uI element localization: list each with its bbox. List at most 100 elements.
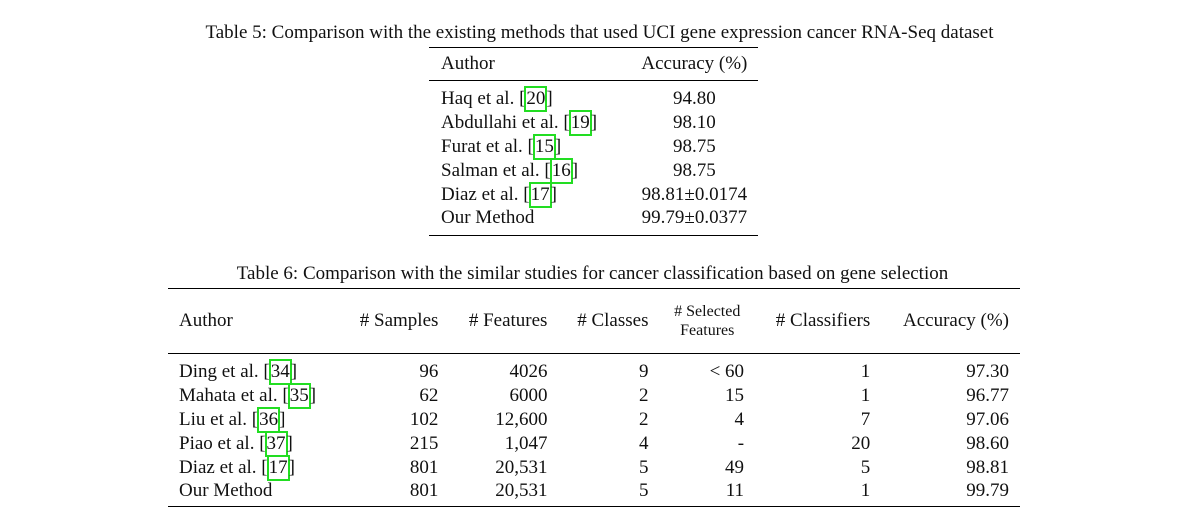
author-cell: Haq et al. [20] (429, 81, 631, 112)
accuracy-cell: 98.75 (672, 136, 716, 157)
classes-cell: 4 (638, 433, 649, 454)
author-name: Mahata et al. [ (179, 385, 289, 406)
cite-bracket: ] (550, 184, 557, 205)
author-cell: Ding et al. [34] (168, 354, 340, 385)
citation-link[interactable]: 15 (532, 134, 556, 160)
citation-link[interactable]: 37 (264, 431, 288, 457)
citation-link[interactable]: 34 (268, 359, 292, 385)
classes-cell: 5 (638, 457, 649, 478)
author-name: Diaz et al. [ (441, 184, 530, 205)
selected-cell: 11 (725, 480, 745, 502)
accuracy-cell: 94.80 (672, 88, 716, 109)
classifiers-cell: 7 (860, 409, 871, 430)
citation-link[interactable]: 17 (528, 182, 552, 208)
author-name: Diaz et al. [ (179, 457, 268, 478)
author-name: Haq et al. [ (441, 88, 526, 109)
table-row: Liu et al. [36] 102 12,600 2 4 7 97.06 (168, 407, 1020, 433)
table-row: Salman et al. [16] 98.75 (429, 158, 758, 184)
table6-header-accuracy: Accuracy (%) (881, 288, 1020, 354)
author-cell: Piao et al. [37] (168, 431, 340, 457)
samples-cell: 215 (409, 433, 439, 454)
table6-header-classes: # Classes (558, 288, 660, 354)
cite-bracket: ] (571, 160, 579, 181)
classifiers-cell: 1 (860, 385, 871, 406)
author-name: Furat et al. [ (441, 136, 534, 157)
classes-cell: 9 (638, 361, 649, 382)
author-cell: Mahata et al. [35] (168, 383, 340, 409)
selected-cell: 15 (725, 385, 745, 406)
accuracy-cell: 99.79 (966, 480, 1009, 502)
author-cell: Salman et al. [16] (429, 158, 631, 184)
classes-cell: 2 (638, 385, 649, 406)
table-row: Ding et al. [34] 96 4026 9 < 60 1 97.30 (168, 354, 1020, 385)
cite-bracket: ] (286, 433, 293, 454)
author-name: Our Method (179, 480, 273, 502)
selected-cell: < 60 (709, 361, 745, 382)
citation-link[interactable]: 19 (568, 110, 592, 136)
header-line-1: # Selected (674, 303, 741, 320)
accuracy-cell: 98.60 (966, 433, 1009, 454)
features-cell: 1,047 (504, 433, 548, 454)
cite-bracket: ] (279, 409, 286, 430)
accuracy-cell: 98.75 (672, 160, 716, 181)
samples-cell: 96 (419, 361, 439, 382)
features-cell: 6000 (509, 385, 548, 406)
table6-caption: Table 6: Comparison with the similar stu… (236, 263, 949, 284)
accuracy-cell: 98.10 (672, 112, 716, 133)
author-cell: Our Method (168, 480, 340, 507)
table6-header-author: Author (168, 288, 341, 354)
table5-header-row: Author Accuracy (%) (429, 47, 758, 81)
classes-cell: 5 (638, 480, 649, 502)
author-name: Ding et al. [ (179, 361, 270, 382)
author-cell: Liu et al. [36] (168, 407, 340, 433)
author-name: Abdullahi et al. [ (441, 112, 570, 133)
citation-link[interactable]: 35 (287, 383, 311, 409)
table6: Author # Samples # Features # Classes # … (168, 288, 1020, 508)
samples-cell: 62 (419, 385, 439, 406)
citation-link[interactable]: 17 (266, 455, 290, 481)
cite-bracket: ] (309, 385, 317, 406)
table-row: Abdullahi et al. [19] 98.10 (429, 110, 758, 136)
table-row: Piao et al. [37] 215 1,047 4 - 20 98.60 (168, 431, 1020, 457)
table-row: Haq et al. [20] 94.80 (429, 81, 758, 112)
table-row: Diaz et al. [17] 801 20,531 5 49 5 98.81 (168, 455, 1020, 481)
accuracy-cell: 98.81 (966, 457, 1009, 478)
selected-cell: 4 (734, 409, 745, 430)
classifiers-cell: 5 (860, 457, 871, 478)
cite-bracket: ] (290, 361, 298, 382)
cite-bracket: ] (546, 88, 553, 109)
accuracy-cell: 98.81±0.0174 (641, 184, 748, 205)
cite-bracket: ] (554, 136, 562, 157)
features-cell: 20,531 (495, 457, 548, 478)
table5-header-author: Author (429, 47, 631, 81)
table5-header-accuracy: Accuracy (%) (630, 47, 758, 81)
citation-link[interactable]: 36 (257, 407, 281, 433)
features-cell: 12,600 (495, 409, 548, 430)
author-name: Salman et al. [ (441, 160, 551, 181)
author-name: Our Method (441, 207, 535, 229)
table6-header-features: # Features (449, 288, 559, 354)
samples-cell: 102 (409, 409, 439, 430)
author-name: Piao et al. [ (179, 433, 266, 454)
accuracy-cell: 99.79±0.0377 (641, 207, 748, 229)
citation-link[interactable]: 16 (549, 158, 573, 184)
classifiers-cell: 1 (860, 361, 871, 382)
classes-cell: 2 (638, 409, 649, 430)
table6-header-classifiers: # Classifiers (755, 288, 882, 354)
author-cell: Our Method (429, 207, 631, 236)
table6-header-samples: # Samples (340, 288, 450, 354)
table5-caption: Table 5: Comparison with the existing me… (205, 22, 994, 43)
classifiers-cell: 1 (860, 480, 871, 502)
author-name: Liu et al. [ (179, 409, 259, 430)
table-row: Diaz et al. [17] 98.81±0.0174 (429, 182, 758, 208)
author-cell: Diaz et al. [17] (168, 455, 340, 481)
table6-header-row: Author # Samples # Features # Classes # … (168, 288, 1020, 354)
citation-link[interactable]: 20 (524, 86, 548, 112)
header-line-2: Features (680, 322, 735, 339)
table-row: Our Method 801 20,531 5 11 1 99.79 (168, 480, 1020, 507)
features-cell: 4026 (509, 361, 548, 382)
cite-bracket: ] (288, 457, 295, 478)
table-row: Our Method 99.79±0.0377 (429, 207, 758, 236)
features-cell: 20,531 (495, 480, 548, 502)
accuracy-cell: 97.30 (966, 361, 1009, 382)
